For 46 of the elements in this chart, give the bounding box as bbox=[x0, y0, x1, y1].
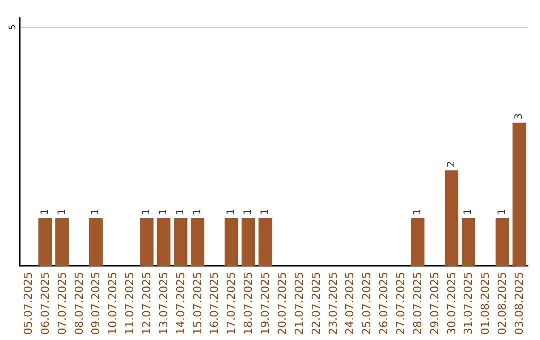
x-tick-label: 23.07.2025 bbox=[326, 272, 340, 336]
x-tick-label: 20.07.2025 bbox=[276, 272, 289, 336]
x-tick-label: 05.07.2025 bbox=[22, 272, 35, 336]
data-label: 1 bbox=[40, 208, 51, 216]
data-label: 1 bbox=[260, 208, 272, 216]
x-tick-label: 10.07.2025 bbox=[106, 272, 120, 336]
x-tick-label: 13.07.2025 bbox=[157, 272, 170, 336]
data-label: 3 bbox=[514, 114, 526, 120]
x-tick-label: 12.07.2025 bbox=[140, 272, 154, 336]
x-tick-label: 19.07.2025 bbox=[259, 272, 272, 336]
x-tick-label: 03.08.2025 bbox=[513, 272, 526, 336]
data-label: 1 bbox=[175, 208, 186, 216]
data-label: 1 bbox=[463, 208, 474, 216]
data-label: 1 bbox=[56, 208, 68, 216]
data-label: 2 bbox=[446, 161, 458, 168]
x-tick-label: 24.07.2025 bbox=[344, 272, 357, 336]
x-tick-label: 02.08.2025 bbox=[496, 272, 510, 336]
x-tick-label: 28.07.2025 bbox=[411, 272, 424, 336]
data-label: 1 bbox=[226, 208, 238, 216]
x-tick-label: 11.07.2025 bbox=[124, 272, 137, 336]
x-tick-label: 01.08.2025 bbox=[479, 272, 492, 336]
x-tick-label: 29.07.2025 bbox=[428, 272, 442, 336]
data-label: 1 bbox=[192, 208, 204, 216]
y-tick-label: 5 bbox=[8, 24, 18, 30]
x-tick-label: 09.07.2025 bbox=[90, 272, 103, 336]
data-label: 1 bbox=[142, 208, 152, 216]
x-tick-label: 25.07.2025 bbox=[360, 272, 374, 336]
x-tick-label: 15.07.2025 bbox=[191, 272, 204, 336]
x-tick-label: 26.07.2025 bbox=[378, 272, 391, 336]
x-tick-label: 27.07.2025 bbox=[394, 272, 408, 336]
data-label: 1 bbox=[243, 208, 254, 216]
x-tick-label: 08.07.2025 bbox=[72, 272, 86, 336]
x-tick-label: 17.07.2025 bbox=[225, 272, 238, 336]
x-tick-label: 14.07.2025 bbox=[174, 272, 188, 336]
x-tick-label: 31.07.2025 bbox=[462, 272, 476, 336]
x-tick-label: 06.07.2025 bbox=[38, 272, 52, 336]
data-label: 1 bbox=[158, 208, 170, 216]
data-label: 1 bbox=[412, 208, 424, 216]
x-tick-label: 22.07.2025 bbox=[310, 272, 323, 336]
x-tick-label: 18.07.2025 bbox=[242, 272, 256, 336]
x-tick-label: 16.07.2025 bbox=[208, 272, 222, 336]
x-tick-label: 07.07.2025 bbox=[56, 272, 69, 336]
data-label: 1 bbox=[497, 208, 508, 216]
data-label: 1 bbox=[90, 208, 102, 216]
x-tick-label: 21.07.2025 bbox=[292, 272, 306, 336]
x-tick-label: 30.07.2025 bbox=[445, 272, 458, 336]
